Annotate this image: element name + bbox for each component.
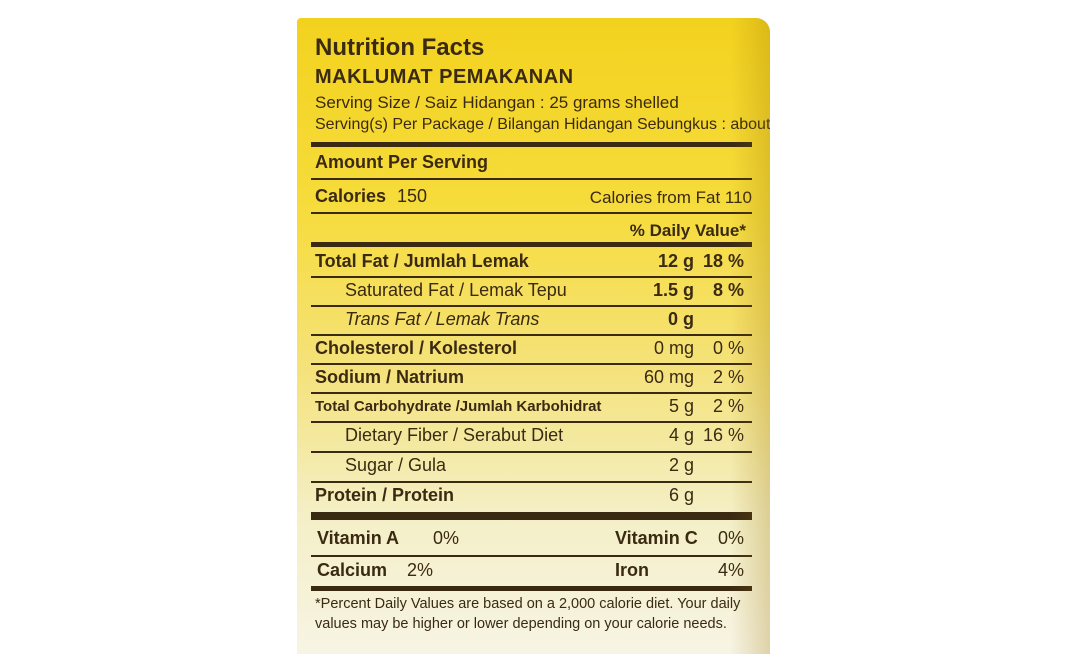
nutrient-name: Total Carbohydrate /Jumlah Karbohidrat	[315, 398, 602, 415]
vitamin-value: 4%	[717, 560, 744, 580]
rule	[311, 392, 752, 394]
nutrient-name: Saturated Fat / Lemak Tepu	[345, 280, 567, 300]
calories-from-fat: Calories from Fat 110	[589, 188, 752, 207]
nutrient-amount: 0 mg	[653, 338, 694, 358]
rule	[311, 178, 752, 180]
footnote: *Percent Daily Values are based on a 2,0…	[315, 596, 741, 612]
nutrient-dv: 18 %	[702, 251, 744, 271]
nutrient-amount: 12 g	[657, 251, 694, 271]
vitamin-name: Vitamin A	[317, 528, 400, 548]
nutrient-row: Sodium / Natrium 60 mg 2 %	[311, 363, 752, 392]
servings-per-package: Serving(s) Per Package / Bilangan Hidang…	[315, 116, 770, 133]
nutrient-amount: 60 mg	[643, 367, 694, 387]
nutrient-row: Trans Fat / Lemak Trans 0 g	[311, 305, 752, 334]
daily-value-header: % Daily Value*	[629, 221, 746, 240]
vitamin-name: Vitamin C	[615, 528, 698, 548]
rule	[311, 212, 752, 214]
nutrient-row: Saturated Fat / Lemak Tepu 1.5 g 8 %	[311, 276, 752, 305]
rule	[311, 334, 752, 336]
nutrient-row: Dietary Fiber / Serabut Diet 4 g 16 %	[311, 421, 752, 450]
rule	[311, 512, 752, 520]
vitamin-name: Iron	[615, 560, 649, 580]
rule	[311, 586, 752, 591]
nutrient-amount: 0 g	[667, 309, 694, 329]
nutrient-amount: 5 g	[668, 396, 694, 416]
nutrient-dv: 16 %	[702, 425, 744, 445]
nutrient-amount: 4 g	[668, 425, 694, 445]
subtitle: MAKLUMAT PEMAKANAN	[315, 66, 574, 88]
nutrient-name: Sodium / Natrium	[315, 367, 465, 387]
nutrient-row: Total Fat / Jumlah Lemak 12 g 18 %	[311, 247, 752, 276]
nutrient-amount: 2 g	[668, 455, 694, 475]
nutrient-name: Sugar / Gula	[345, 455, 447, 475]
nutrient-amount: 6 g	[668, 485, 694, 505]
footnote: values may be higher or lower depending …	[315, 616, 727, 632]
rule	[311, 242, 752, 247]
nutrient-name: Trans Fat / Lemak Trans	[345, 309, 540, 329]
nutrient-name: Dietary Fiber / Serabut Diet	[345, 425, 564, 445]
nutrient-row: Protein / Protein 6 g	[311, 481, 752, 510]
nutrient-row: Sugar / Gula 2 g	[311, 451, 752, 480]
title: Nutrition Facts	[315, 34, 485, 61]
rule	[311, 363, 752, 365]
serving-size: Serving Size / Saiz Hidangan : 25 grams …	[315, 93, 679, 112]
nutrient-name: Cholesterol / Kolesterol	[315, 338, 518, 358]
nutrient-row: Total Carbohydrate /Jumlah Karbohidrat 5 …	[311, 392, 752, 421]
nutrient-dv: 8 %	[712, 280, 744, 300]
amount-per-serving: Amount Per Serving	[315, 152, 489, 172]
vitamin-name: Calcium	[317, 560, 388, 580]
nutrition-label: Nutrition Facts MAKLUMAT PEMAKANAN Servi…	[297, 18, 770, 654]
vitamin-value: 0%	[433, 528, 460, 548]
vitamin-value: 0%	[717, 528, 744, 548]
rule	[311, 305, 752, 307]
rule	[311, 142, 752, 147]
rule	[311, 481, 752, 483]
nutrient-dv: 2 %	[712, 396, 744, 416]
nutrient-row: Cholesterol / Kolesterol 0 mg 0 %	[311, 334, 752, 363]
rule	[311, 276, 752, 278]
nutrient-name: Total Fat / Jumlah Lemak	[315, 251, 529, 271]
nutrient-dv: 2 %	[712, 367, 744, 387]
nutrient-amount: 1.5 g	[652, 280, 694, 300]
vitamin-value: 2%	[407, 560, 434, 580]
rule	[311, 451, 752, 453]
nutrient-dv: 0 %	[712, 338, 744, 358]
rule	[311, 421, 752, 423]
calories-value: 150	[397, 186, 428, 206]
rule	[311, 555, 752, 557]
calories-label: Calories	[315, 186, 387, 206]
nutrient-name: Protein / Protein	[315, 485, 455, 505]
